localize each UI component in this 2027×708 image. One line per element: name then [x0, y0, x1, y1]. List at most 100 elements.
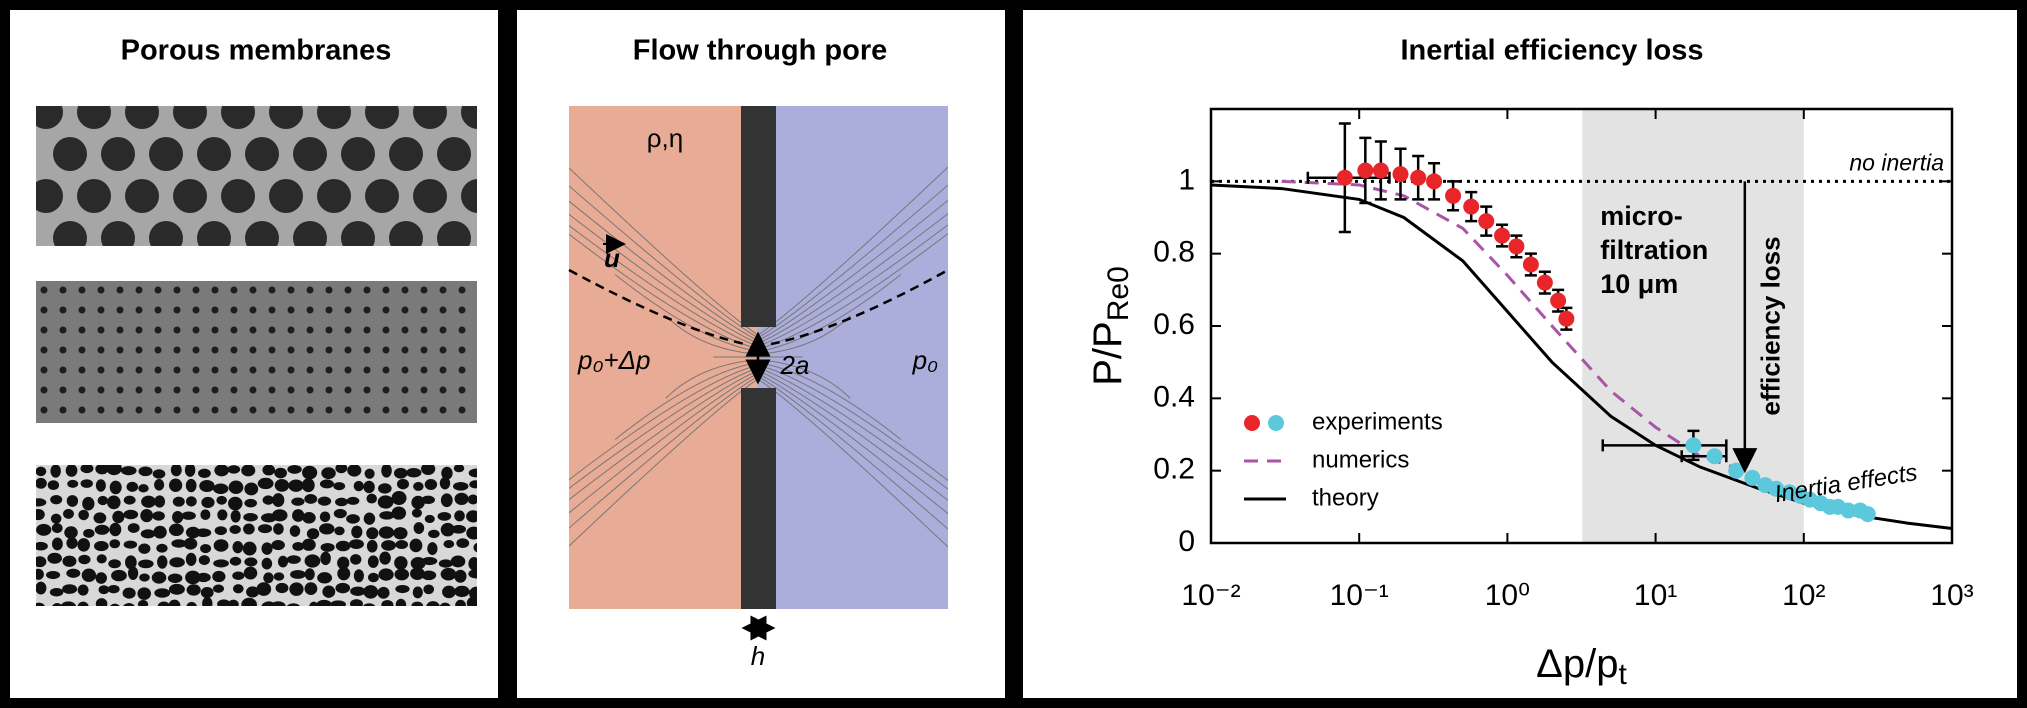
pore	[154, 346, 162, 354]
pore	[349, 599, 363, 606]
pore	[123, 509, 139, 520]
pore	[454, 585, 470, 598]
pore	[184, 465, 196, 477]
x-error-bar	[1601, 439, 1728, 452]
pore	[138, 559, 154, 569]
pore	[286, 555, 301, 564]
pore	[109, 522, 122, 537]
pore	[211, 326, 219, 334]
pore	[458, 286, 466, 294]
wall	[741, 106, 776, 327]
streamline	[569, 378, 759, 547]
pore	[135, 306, 143, 314]
pore	[439, 386, 447, 394]
pore	[344, 386, 352, 394]
pore	[173, 179, 207, 213]
pore	[125, 179, 159, 213]
pore	[213, 539, 229, 552]
pore	[173, 326, 181, 334]
pore	[62, 555, 77, 567]
pore	[52, 603, 63, 606]
data-point	[1478, 213, 1495, 230]
pore	[348, 539, 364, 549]
streamline	[569, 225, 759, 347]
pore	[409, 538, 423, 553]
pore	[268, 366, 276, 374]
diagram-label: u	[604, 243, 620, 273]
data-point	[1410, 169, 1427, 186]
pore	[211, 406, 219, 414]
pore	[154, 588, 171, 598]
pore	[183, 537, 198, 550]
membrane-3	[36, 465, 477, 606]
pore	[325, 346, 333, 354]
pore	[287, 286, 295, 294]
pore	[325, 286, 333, 294]
data-point	[1536, 274, 1553, 291]
streamline	[757, 184, 948, 339]
wall	[741, 388, 776, 609]
pore	[368, 572, 379, 583]
pore	[333, 508, 347, 519]
pore	[200, 587, 214, 599]
pore	[421, 557, 438, 566]
pore	[381, 599, 394, 606]
pore	[50, 494, 63, 505]
pore	[36, 581, 47, 595]
pore	[421, 495, 435, 505]
pore	[450, 555, 466, 568]
pore	[217, 509, 228, 521]
pore	[81, 568, 97, 582]
pore	[116, 386, 124, 394]
streamline	[757, 212, 948, 344]
pore	[78, 286, 86, 294]
pore	[168, 599, 181, 606]
pore	[395, 598, 407, 606]
pore	[67, 479, 79, 488]
pore	[50, 465, 61, 478]
data-point	[1706, 448, 1723, 465]
pore	[249, 326, 257, 334]
pore	[379, 551, 391, 565]
pore	[420, 306, 428, 314]
pore	[306, 366, 314, 374]
chart-title: Inertial efficiency loss	[1400, 35, 1703, 67]
pore	[135, 406, 143, 414]
pore	[401, 286, 409, 294]
pore	[401, 366, 409, 374]
pore	[40, 306, 48, 314]
membrane-1	[36, 106, 477, 246]
pore	[439, 326, 447, 334]
pore	[378, 526, 395, 539]
pore	[227, 599, 239, 606]
pore	[36, 498, 47, 507]
pore	[456, 538, 470, 549]
pore	[197, 137, 231, 171]
pore	[214, 526, 227, 536]
pore	[213, 559, 229, 568]
pore	[379, 511, 395, 520]
pore	[346, 496, 360, 505]
pore	[287, 386, 295, 394]
pore	[347, 465, 362, 477]
pore	[95, 572, 107, 584]
shade-label: 10 μm	[1600, 269, 1678, 299]
pore	[173, 346, 181, 354]
pore	[420, 346, 428, 354]
pore	[271, 540, 285, 551]
pore	[320, 543, 335, 552]
pore	[381, 465, 392, 478]
pore	[154, 495, 166, 508]
pore	[77, 106, 111, 129]
pore	[411, 508, 422, 518]
pore	[97, 366, 105, 374]
pore	[394, 556, 408, 570]
y-tick-label: 0.4	[1153, 380, 1195, 413]
pore	[154, 326, 162, 334]
pore	[101, 221, 135, 246]
pore	[157, 555, 168, 569]
pore	[228, 480, 244, 494]
pore	[461, 179, 477, 213]
pore	[473, 542, 477, 553]
x-tick-label: 10⁻²	[1181, 579, 1240, 612]
